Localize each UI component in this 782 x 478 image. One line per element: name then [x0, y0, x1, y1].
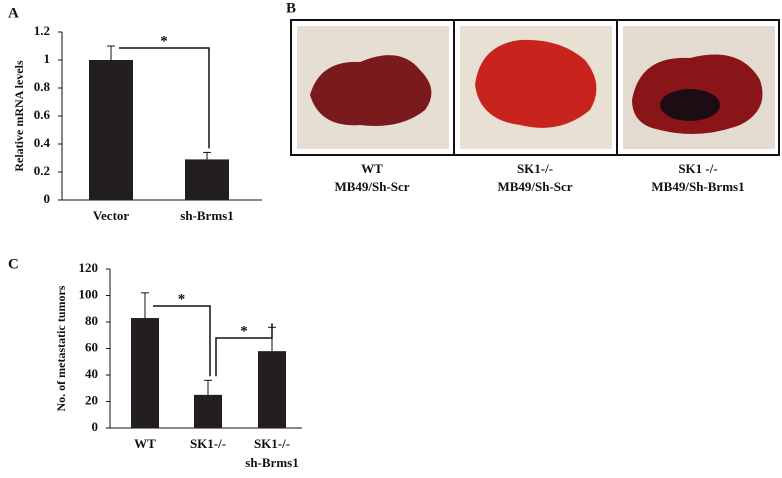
- photo-caption: SK1 -/-: [678, 161, 717, 176]
- significance-label: *: [178, 291, 186, 307]
- y-tick-label: 80: [85, 313, 98, 328]
- significance-label: *: [240, 323, 248, 339]
- y-axis-label: Relative mRNA levels: [12, 60, 26, 172]
- photo-frame: [290, 19, 780, 156]
- panel-label: A: [8, 5, 19, 21]
- bar: [89, 60, 133, 200]
- y-tick-label: 0: [44, 191, 51, 206]
- y-tick-label: 0: [92, 419, 99, 434]
- panel-label: C: [8, 256, 19, 272]
- significance-bracket: [215, 323, 273, 377]
- panel-label: B: [286, 0, 296, 16]
- y-tick-label: 40: [85, 366, 98, 381]
- x-tick-label: SK1-/-: [254, 436, 290, 451]
- y-tick-label: 1.2: [34, 23, 50, 38]
- photo-caption: MB49/Sh-Brms1: [651, 179, 744, 194]
- bar: [258, 351, 286, 428]
- photo-panel: [290, 19, 780, 156]
- y-tick-label: 1: [44, 51, 51, 66]
- tumor: [660, 89, 720, 121]
- tissue: [475, 39, 597, 128]
- significance-bracket: [153, 305, 211, 377]
- x-tick-label: WT: [134, 436, 156, 451]
- x-tick-label: SK1-/-: [190, 436, 226, 451]
- photo-caption: SK1-/-: [517, 161, 553, 176]
- y-tick-label: 120: [79, 260, 99, 275]
- y-tick-label: 0.8: [34, 79, 51, 94]
- x-tick-label: Vector: [93, 208, 130, 223]
- y-tick-label: 0.2: [34, 163, 50, 178]
- y-tick-label: 100: [79, 286, 99, 301]
- x-tick-label: sh-Brms1: [245, 455, 298, 470]
- bar: [194, 394, 222, 428]
- y-tick-label: 0.6: [34, 107, 51, 122]
- significance-label: *: [160, 33, 168, 49]
- photo-caption: MB49/Sh-Scr: [497, 179, 572, 194]
- bar: [131, 318, 159, 428]
- y-tick-label: 20: [85, 392, 98, 407]
- y-tick-label: 60: [85, 339, 98, 354]
- significance-bracket: [119, 47, 210, 149]
- x-tick-label: sh-Brms1: [180, 208, 233, 223]
- tissue: [310, 55, 432, 126]
- photo-caption: WT: [361, 161, 383, 176]
- photo-caption: MB49/Sh-Scr: [334, 179, 409, 194]
- bar: [185, 159, 229, 200]
- y-tick-label: 0.4: [34, 135, 51, 150]
- y-axis-label: No. of metastatic tumors: [54, 285, 68, 411]
